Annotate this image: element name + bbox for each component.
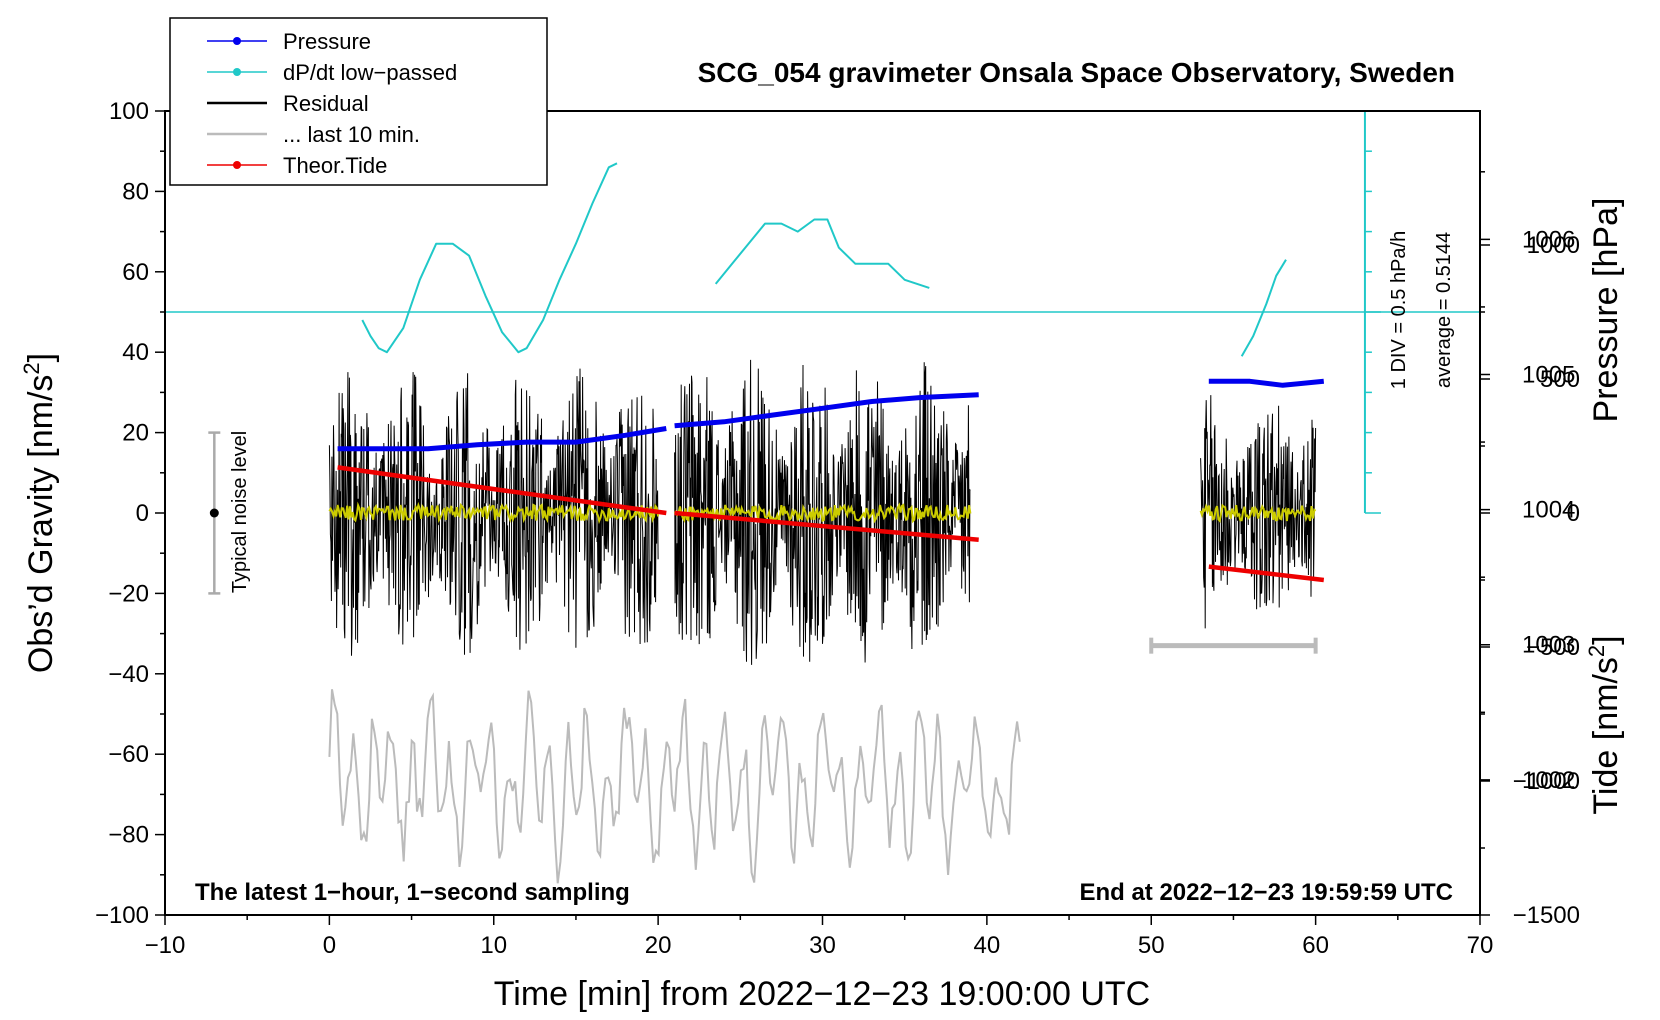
legend: Pressure dP/dt low−passed Residual ... last…	[169, 17, 548, 186]
x-tick-label: 60	[1302, 932, 1329, 959]
y-label-tide-text: Tide [nm/s	[1587, 657, 1625, 814]
y-tick-label: −40	[108, 661, 149, 688]
residual-smoothed-trace	[328, 501, 660, 525]
y-label-tide-close: ]	[1587, 635, 1625, 644]
legend-swatch-dot	[233, 37, 241, 45]
tide-curve	[337, 465, 667, 516]
x-tick-label: 50	[1138, 932, 1165, 959]
dpdt-curve	[361, 162, 618, 354]
pressure-curve	[337, 426, 667, 452]
residual-smoothed-trace	[1199, 503, 1317, 524]
y-tick-label: 0	[136, 500, 149, 527]
tide-tick-label: −500	[1526, 634, 1580, 661]
legend-label: Theor.Tide	[283, 153, 387, 178]
y-axis-label-gravity: Obs’d Gravity [nm/s2]	[19, 353, 60, 673]
dpdt-curve	[1240, 259, 1287, 357]
x-tick-label: 40	[974, 932, 1001, 959]
legend-label: dP/dt low−passed	[283, 60, 457, 85]
series-layer	[165, 110, 1480, 884]
y-tick-label: −80	[108, 822, 149, 849]
x-tick-label: −10	[145, 932, 186, 959]
dpdt-average-label: average = 0.5144	[1433, 232, 1455, 388]
tide-tick-label: −1000	[1513, 768, 1580, 795]
x-axis-label: Time [min] from 2022−12−23 19:00:00 UTC	[494, 975, 1150, 1013]
dpdt-curve	[714, 218, 930, 289]
y-axis-label-pressure: Pressure [hPa]	[1587, 198, 1625, 423]
pressure-curve	[1208, 378, 1325, 388]
tide-tick-label: 1000	[1527, 232, 1580, 259]
y-tick-label: −100	[95, 902, 149, 929]
pressure-tick-label: 1004	[1522, 497, 1575, 524]
pressure-curve	[674, 392, 979, 429]
tide-curve	[674, 510, 979, 543]
tide-curve	[1208, 564, 1325, 583]
residual-trace	[674, 359, 971, 665]
noise-bar-dot	[209, 508, 219, 518]
pressure-tick-label: 1002	[1522, 767, 1575, 794]
tide-tick-label: 500	[1540, 366, 1580, 393]
pressure-tick-label: 1005	[1522, 361, 1575, 388]
tide-tick-label: −1500	[1513, 902, 1580, 929]
y-tick-label: 60	[122, 259, 149, 286]
legend-swatch-dot	[233, 68, 241, 76]
y-tick-label: 100	[109, 98, 149, 125]
x-tick-label: 20	[645, 932, 672, 959]
y-tick-label: −20	[108, 580, 149, 607]
end-time-note: End at 2022−12−23 19:59:59 UTC	[1079, 879, 1453, 906]
y-tick-label: −60	[108, 741, 149, 768]
legend-label: ... last 10 min.	[283, 122, 420, 147]
y-label-left-sup: 2	[19, 362, 44, 374]
axes-layer: −10 0 10 20 30 40 50 60 70−100−80−60−40−20020406…	[95, 98, 1580, 959]
residual-trace	[328, 368, 659, 656]
legend-box	[169, 17, 548, 186]
residual-trace	[1200, 395, 1317, 629]
sampling-note: The latest 1−hour, 1−second sampling	[195, 879, 630, 906]
y-label-left-close: ]	[22, 353, 60, 362]
pressure-tick-label: 1006	[1522, 226, 1575, 253]
y-tick-label: 20	[122, 420, 149, 447]
y-tick-label: 40	[122, 339, 149, 366]
x-tick-label: 10	[480, 932, 507, 959]
legend-label: Pressure	[283, 29, 371, 54]
noise-level-label: Typical noise level	[229, 431, 251, 593]
chart-title: SCG_054 gravimeter Onsala Space Observat…	[698, 57, 1455, 88]
y-label-left-text: Obs’d Gravity [nm/s	[22, 375, 60, 674]
legend-swatch-dot	[233, 161, 241, 169]
last-10-min-trace	[328, 689, 1021, 884]
y-axis-label-tide: Tide [nm/s2]	[1584, 635, 1625, 814]
x-tick-label: 30	[809, 932, 836, 959]
dpdt-division-label: 1 DIV = 0.5 hPa/h	[1388, 231, 1410, 389]
tide-tick-label: 0	[1567, 500, 1580, 527]
x-tick-label: 0	[323, 932, 336, 959]
y-tick-label: 80	[122, 178, 149, 205]
pressure-tick-label: 1003	[1522, 632, 1575, 659]
legend-label: Residual	[283, 91, 369, 116]
y-label-tide-sup: 2	[1584, 645, 1609, 657]
x-tick-label: 70	[1467, 932, 1494, 959]
